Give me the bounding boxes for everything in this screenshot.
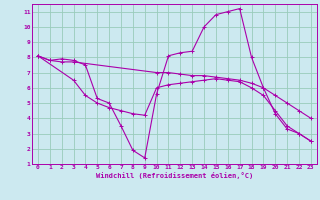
- X-axis label: Windchill (Refroidissement éolien,°C): Windchill (Refroidissement éolien,°C): [96, 172, 253, 179]
